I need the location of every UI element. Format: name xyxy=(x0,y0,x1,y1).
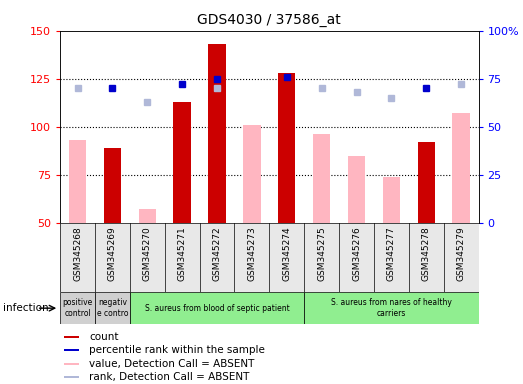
Text: GSM345270: GSM345270 xyxy=(143,226,152,281)
Text: rank, Detection Call = ABSENT: rank, Detection Call = ABSENT xyxy=(89,372,250,382)
Bar xyxy=(243,125,260,223)
Title: GDS4030 / 37586_at: GDS4030 / 37586_at xyxy=(198,13,341,27)
Bar xyxy=(417,142,435,223)
Text: GSM345269: GSM345269 xyxy=(108,226,117,281)
Bar xyxy=(278,73,295,223)
Bar xyxy=(64,363,79,365)
Bar xyxy=(95,292,130,324)
Text: GSM345278: GSM345278 xyxy=(422,226,431,281)
Text: GSM345276: GSM345276 xyxy=(352,226,361,281)
Text: S. aureus from blood of septic patient: S. aureus from blood of septic patient xyxy=(145,304,289,313)
Bar xyxy=(64,349,79,351)
Text: GSM345268: GSM345268 xyxy=(73,226,82,281)
Text: GSM345271: GSM345271 xyxy=(178,226,187,281)
Bar xyxy=(64,336,79,338)
Text: count: count xyxy=(89,332,119,342)
Bar xyxy=(139,209,156,223)
Text: value, Detection Call = ABSENT: value, Detection Call = ABSENT xyxy=(89,359,255,369)
Text: S. aureus from nares of healthy
carriers: S. aureus from nares of healthy carriers xyxy=(331,298,452,318)
Text: GSM345275: GSM345275 xyxy=(317,226,326,281)
Bar xyxy=(383,177,400,223)
Bar xyxy=(64,376,79,378)
Bar xyxy=(452,113,470,223)
Bar xyxy=(208,44,226,223)
Text: percentile rank within the sample: percentile rank within the sample xyxy=(89,345,265,356)
Bar xyxy=(69,140,86,223)
Text: GSM345273: GSM345273 xyxy=(247,226,256,281)
Text: GSM345274: GSM345274 xyxy=(282,226,291,281)
Bar xyxy=(60,292,95,324)
Text: GSM345272: GSM345272 xyxy=(212,226,222,281)
Text: positive
control: positive control xyxy=(62,298,93,318)
Bar xyxy=(130,292,304,324)
Bar xyxy=(174,102,191,223)
Text: negativ
e contro: negativ e contro xyxy=(97,298,128,318)
Bar xyxy=(304,292,479,324)
Text: GSM345279: GSM345279 xyxy=(457,226,465,281)
Bar xyxy=(313,134,331,223)
Text: infection: infection xyxy=(3,303,48,313)
Bar xyxy=(104,148,121,223)
Bar xyxy=(348,156,365,223)
Text: GSM345277: GSM345277 xyxy=(387,226,396,281)
